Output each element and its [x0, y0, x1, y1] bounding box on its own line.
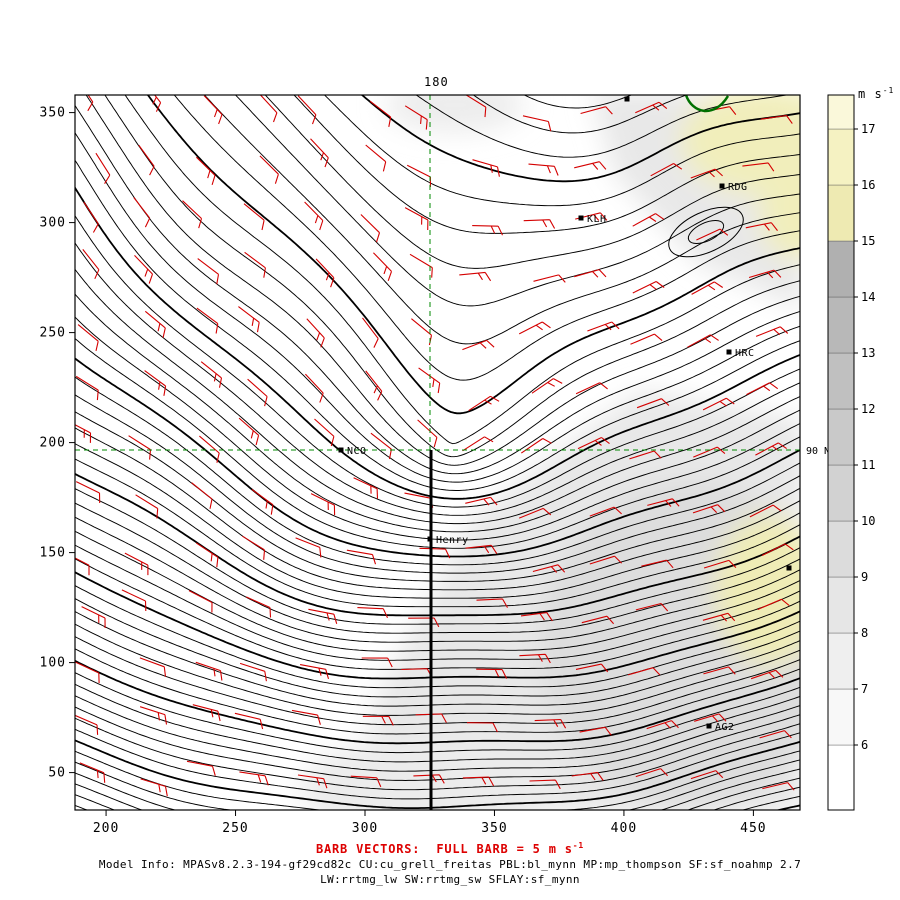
station-label: KLH	[587, 214, 607, 225]
station-label: Henry	[436, 535, 469, 546]
y-tick-label: 200	[40, 436, 66, 451]
y-tick-label: 150	[40, 546, 66, 561]
x-tick-label: 400	[611, 821, 637, 836]
x-tick-label: 200	[93, 821, 119, 836]
y-tick-label: 250	[40, 326, 66, 341]
colorbar-tick-label: 8	[861, 626, 868, 640]
station-marker	[338, 447, 344, 453]
station-label: RDG	[728, 182, 748, 193]
station-marker	[706, 723, 712, 729]
colorbar-tick-label: 10	[861, 514, 875, 528]
colorbar-tick-label: 14	[861, 290, 875, 304]
streamlines	[75, 95, 800, 810]
x-tick-label: 450	[740, 821, 766, 836]
colorbar-tick-label: 11	[861, 458, 875, 472]
colorbar-tick-label: 7	[861, 682, 868, 696]
station-label: NCO	[347, 446, 367, 457]
station-label: AG2	[715, 722, 735, 733]
coastline	[684, 95, 730, 113]
latitude-label: 90 N	[806, 446, 830, 457]
x-tick-label: 300	[352, 821, 378, 836]
physics-info: LW:rrtmg_lw SW:rrtmg_sw SFLAY:sf_mynn	[320, 873, 580, 886]
station-marker	[726, 349, 732, 355]
plot-border	[74, 94, 801, 811]
colorbar-tick-label: 17	[861, 122, 875, 136]
station-marker	[578, 215, 584, 221]
colorbar-tick-label: 9	[861, 570, 868, 584]
y-tick-label: 300	[40, 216, 66, 231]
colorbar-tick-label: 6	[861, 738, 868, 752]
colorbar-tick-label: 15	[861, 234, 875, 248]
barb-legend: BARB VECTORS: FULL BARB = 5 m s-1	[315, 841, 585, 856]
station-marker	[719, 183, 725, 189]
wind-barbs	[75, 95, 795, 797]
station-marker	[624, 96, 630, 102]
station-label: HRC	[735, 348, 755, 359]
colorbar-tick-label: 16	[861, 178, 875, 192]
y-tick-label: 350	[40, 106, 66, 121]
x-tick-label: 250	[222, 821, 248, 836]
y-tick-label: 50	[48, 766, 66, 781]
longitude-label: 180	[423, 75, 450, 89]
colorbar-unit: m s-1	[858, 86, 895, 101]
station-marker	[786, 565, 792, 571]
y-tick-label: 100	[40, 656, 66, 671]
stations: RDG KLH HRC NCO Henry AG2	[338, 96, 792, 733]
station-marker	[427, 536, 433, 542]
colorbar: 6 7 8 9 10 11 12 13 14 15 16 17	[827, 94, 875, 811]
colorbar-tick-label: 13	[861, 346, 875, 360]
colorbar-tick-label: 12	[861, 402, 875, 416]
x-tick-label: 350	[481, 821, 507, 836]
model-info: Model Info: MPASv8.2.3-194-gf29cd82c CU:…	[98, 858, 802, 871]
